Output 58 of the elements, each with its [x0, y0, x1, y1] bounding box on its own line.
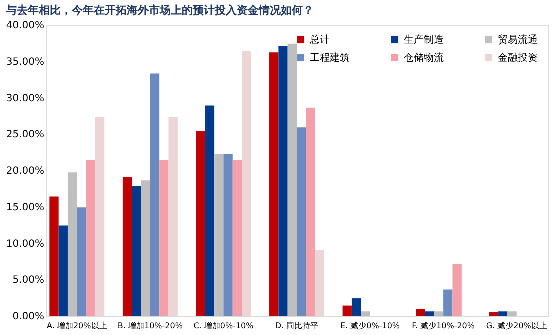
x-tick-label: A. 增加20%以上 [47, 322, 108, 330]
y-tick-label: 10.00% [6, 238, 44, 250]
bar [196, 131, 206, 316]
bar [141, 180, 150, 316]
bar [132, 186, 142, 316]
bar [361, 312, 370, 316]
bar [508, 312, 517, 316]
y-tick-label: 20.00% [6, 166, 44, 177]
bar [270, 52, 279, 316]
bar [452, 264, 462, 316]
chart-title: 与去年相比，今年在开拓海外市场上的预计投入资金情况如何？ [4, 4, 314, 17]
legend-label: 金融投资 [498, 52, 538, 64]
legend-label: 生产制造 [404, 34, 444, 46]
bar [352, 298, 362, 316]
bar [214, 154, 224, 316]
bar [50, 196, 59, 316]
y-tick-label: 40.00% [6, 20, 44, 32]
bar [489, 312, 499, 316]
legend-label: 工程建筑 [310, 52, 350, 64]
x-tick-label: C. 增加0%-10% [194, 322, 254, 330]
bar [288, 44, 297, 316]
x-tick-label: F. 减少10%-20% [412, 322, 476, 330]
bar [306, 108, 316, 316]
legend-label: 仓储物流 [404, 52, 444, 64]
bar [278, 46, 288, 316]
y-tick-label: 15.00% [6, 202, 44, 214]
bar [86, 160, 96, 316]
y-tick-label: 30.00% [6, 93, 44, 104]
bar [150, 74, 160, 316]
bar [58, 226, 68, 316]
bar [425, 312, 434, 316]
bar [315, 250, 324, 316]
bar [168, 117, 178, 316]
bar [498, 312, 508, 316]
bar [224, 154, 233, 316]
y-tick-label: 35.00% [6, 56, 44, 68]
bar [122, 177, 132, 316]
bar [242, 51, 252, 316]
bar [444, 290, 453, 316]
bar [297, 128, 306, 316]
bar [416, 309, 426, 316]
bar [68, 172, 78, 316]
bar [342, 306, 352, 316]
legend-label: 总计 [309, 34, 330, 46]
x-tick-label: D. 同比持平 [275, 322, 319, 330]
bar [232, 160, 242, 316]
x-tick-label: B. 增加10%-20% [118, 322, 184, 330]
y-tick-label: 25.00% [6, 130, 44, 141]
y-tick-label: 5.00% [12, 275, 44, 286]
y-tick-label: 0.00% [12, 312, 44, 322]
bar [95, 117, 105, 316]
x-tick-label: E. 减少0%-10% [340, 322, 400, 330]
bar [205, 106, 215, 316]
x-tick-label: G. 减少20%以上 [486, 322, 548, 330]
legend-label: 贸易流通 [498, 34, 538, 46]
bar [160, 160, 169, 316]
bar [434, 312, 444, 316]
bar [77, 208, 86, 316]
